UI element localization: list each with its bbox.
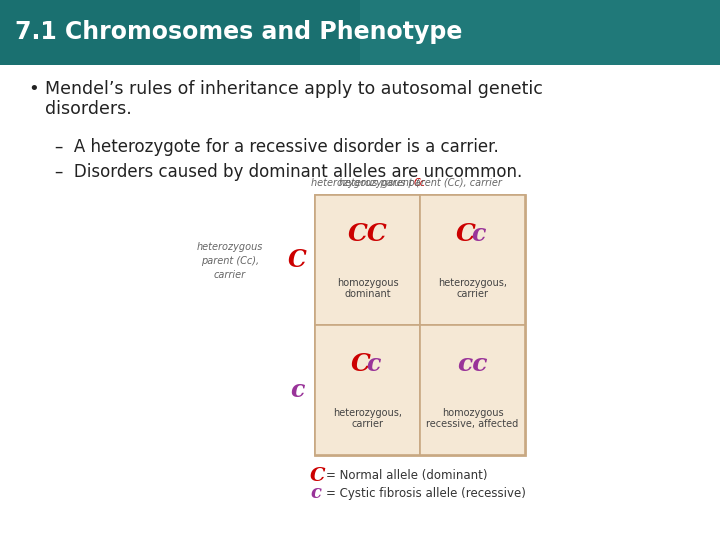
Text: C: C [287, 248, 307, 272]
Text: 7.1 Chromosomes and Phenotype: 7.1 Chromosomes and Phenotype [15, 21, 462, 44]
Text: C: C [456, 222, 475, 246]
FancyBboxPatch shape [315, 195, 525, 455]
Text: Mendel’s rules of inheritance apply to autosomal genetic: Mendel’s rules of inheritance apply to a… [45, 80, 543, 98]
Text: heterozygous: heterozygous [197, 242, 264, 252]
Text: •: • [28, 80, 39, 98]
Text: heterozygous,
carrier: heterozygous, carrier [333, 408, 402, 429]
FancyBboxPatch shape [360, 0, 720, 65]
Text: –  Disorders caused by dominant alleles are uncommon.: – Disorders caused by dominant alleles a… [55, 163, 522, 181]
Text: disorders.: disorders. [45, 100, 132, 118]
FancyBboxPatch shape [315, 325, 420, 455]
FancyBboxPatch shape [420, 325, 525, 455]
Text: c: c [465, 195, 480, 219]
Text: c: c [310, 484, 321, 502]
FancyBboxPatch shape [420, 195, 525, 325]
Text: CC: CC [348, 222, 387, 246]
FancyBboxPatch shape [0, 65, 720, 540]
FancyBboxPatch shape [315, 195, 420, 325]
Text: cc: cc [457, 352, 487, 376]
Text: heterozygous parent (Cc), carrier: heterozygous parent (Cc), carrier [338, 178, 501, 188]
Text: = Cystic fibrosis allele (recessive): = Cystic fibrosis allele (recessive) [326, 487, 526, 500]
Text: c: c [290, 378, 304, 402]
Text: C: C [358, 195, 377, 219]
Text: carrier: carrier [214, 270, 246, 280]
Text: C: C [351, 352, 370, 376]
Text: homozygous
recessive, affected: homozygous recessive, affected [426, 408, 518, 429]
Text: heterozygous parent (: heterozygous parent ( [311, 178, 420, 188]
Text: = Normal allele (dominant): = Normal allele (dominant) [326, 469, 487, 483]
Text: c: c [366, 352, 381, 376]
FancyBboxPatch shape [0, 0, 720, 65]
Text: heterozygous,
carrier: heterozygous, carrier [438, 278, 507, 299]
Text: homozygous
dominant: homozygous dominant [337, 278, 398, 299]
Text: c: c [472, 222, 486, 246]
Text: –  A heterozygote for a recessive disorder is a carrier.: – A heterozygote for a recessive disorde… [55, 138, 499, 156]
Text: C: C [310, 467, 325, 485]
Text: Cc: Cc [414, 178, 426, 188]
Text: parent (Cc),: parent (Cc), [201, 256, 259, 266]
